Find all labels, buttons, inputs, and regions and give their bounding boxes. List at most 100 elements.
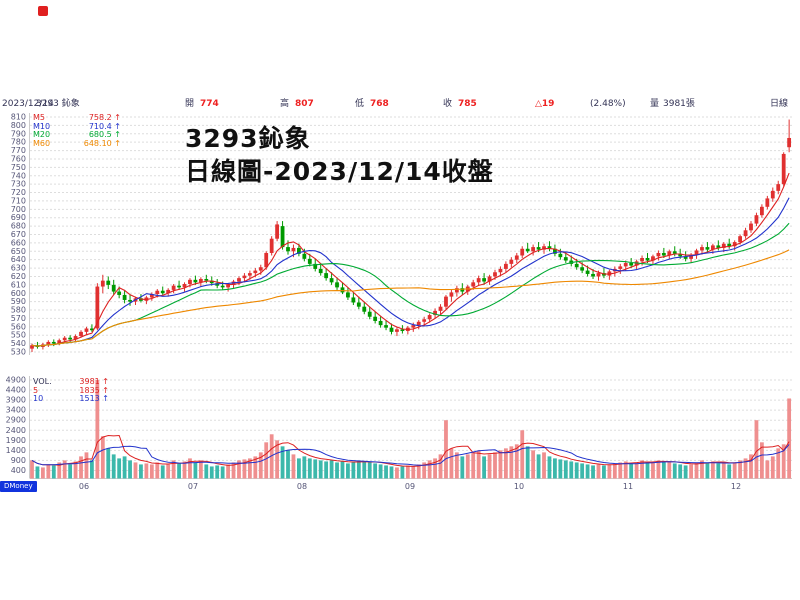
candle-body — [618, 266, 623, 269]
open-label: 開 — [185, 99, 195, 109]
volume-bar — [297, 458, 301, 479]
price-tick-label: 700 — [11, 205, 26, 214]
volume-bar — [307, 458, 312, 479]
volume-bar — [661, 462, 666, 479]
price-tick-label: 730 — [11, 180, 26, 189]
volume-bar — [215, 465, 220, 479]
candle-body — [90, 328, 94, 331]
volume-bar — [634, 462, 639, 479]
candle-body — [493, 272, 497, 277]
volume-bar — [62, 460, 67, 479]
price-tick-label: 750 — [11, 163, 26, 172]
candle-body — [307, 258, 312, 264]
candle-body — [787, 137, 792, 148]
volume-bar — [155, 462, 160, 479]
volume-tick-label: 4400 — [6, 386, 26, 395]
volume-bar — [732, 462, 737, 479]
volume-bar — [667, 461, 672, 479]
volume-bar — [90, 460, 94, 479]
month-axis-labels: 06 07 08 09 10 11 12 — [79, 482, 741, 491]
candle-body — [700, 247, 704, 251]
volume-bar — [487, 454, 492, 479]
legend-value: 1835 ↑ — [79, 385, 109, 395]
candle-body — [563, 257, 568, 261]
candle-body — [694, 250, 699, 255]
volume-bar — [765, 460, 770, 479]
volume-bar — [73, 461, 78, 479]
volume-bar — [623, 461, 628, 479]
price-tick-label: 670 — [11, 230, 26, 239]
candle-body — [220, 285, 225, 288]
volume-bar — [749, 454, 753, 479]
candle-body — [607, 271, 612, 276]
brand-badge[interactable]: DMoney — [0, 481, 37, 492]
candle-body — [661, 252, 666, 256]
volume-bar — [700, 460, 704, 479]
candle-body — [444, 296, 448, 307]
candle-body — [149, 294, 154, 298]
volume-bar — [460, 456, 465, 479]
volume-bar — [444, 420, 448, 479]
month-label: 12 — [731, 482, 741, 491]
candle-body — [198, 278, 203, 283]
legend-row: VOL. 3981 ↑ — [33, 377, 109, 387]
candle-body — [498, 268, 503, 273]
volume-bar — [378, 464, 383, 479]
price-tick-label: 740 — [11, 171, 26, 180]
candle-body — [188, 279, 192, 285]
volume-bar — [438, 454, 443, 479]
volume-bar — [291, 454, 296, 479]
candle-body — [770, 190, 775, 199]
candle-body — [193, 279, 198, 283]
price-ma-legend: M5 758.2 ↑ M10 710.4 ↑ M20 680.5 ↑ M60 648.10 ↑ — [33, 113, 121, 148]
legend-row: M5 758.2 ↑ — [33, 113, 121, 123]
volume-bar — [656, 460, 661, 479]
volume-bar — [242, 459, 247, 479]
candle-body — [313, 263, 318, 269]
volume-bar — [166, 464, 171, 479]
candle-body — [280, 226, 285, 248]
month-label: 08 — [297, 482, 307, 491]
candle-body — [95, 286, 100, 329]
volume-bar — [427, 460, 432, 479]
legend-value: 710.4 ↑ — [88, 121, 121, 131]
candle-body — [727, 243, 732, 247]
volume-bar — [389, 466, 394, 479]
open-value: 774 — [200, 99, 219, 109]
candle-body — [732, 242, 737, 247]
volume-bar — [400, 466, 405, 479]
candle-body — [106, 280, 111, 285]
candle-body — [362, 306, 367, 312]
candle-body — [710, 245, 715, 250]
volume-bar — [520, 430, 525, 479]
volume-bar — [144, 463, 149, 479]
price-tick-label: 540 — [11, 339, 26, 348]
candle-body — [46, 341, 51, 345]
volume-bar — [395, 467, 399, 479]
price-tick-label: 560 — [11, 322, 26, 331]
candle-body — [57, 340, 62, 344]
period-selector[interactable]: 日線 — [770, 99, 789, 109]
candle-body — [324, 273, 329, 279]
volume-bar — [253, 456, 258, 479]
candle-body — [542, 246, 546, 250]
price-ma-lines — [31, 172, 790, 347]
volume-bar — [57, 462, 62, 479]
volume-bar — [220, 466, 225, 479]
low-value: 768 — [370, 99, 389, 109]
candle-body — [30, 345, 34, 349]
volume-bar — [351, 462, 356, 479]
volume-bar — [716, 463, 721, 479]
candle-body — [514, 255, 519, 260]
month-label: 09 — [405, 482, 415, 491]
candle-body — [667, 251, 672, 256]
volume-bar — [46, 464, 51, 479]
ma-line-10 — [31, 197, 790, 347]
volume-bar — [781, 444, 786, 479]
volume-ma-line-10 — [31, 444, 790, 466]
stock-name: 3293 鈊象 — [36, 99, 80, 109]
volume-bar — [683, 465, 688, 479]
candle-body — [215, 283, 220, 286]
candle-body — [427, 315, 432, 320]
